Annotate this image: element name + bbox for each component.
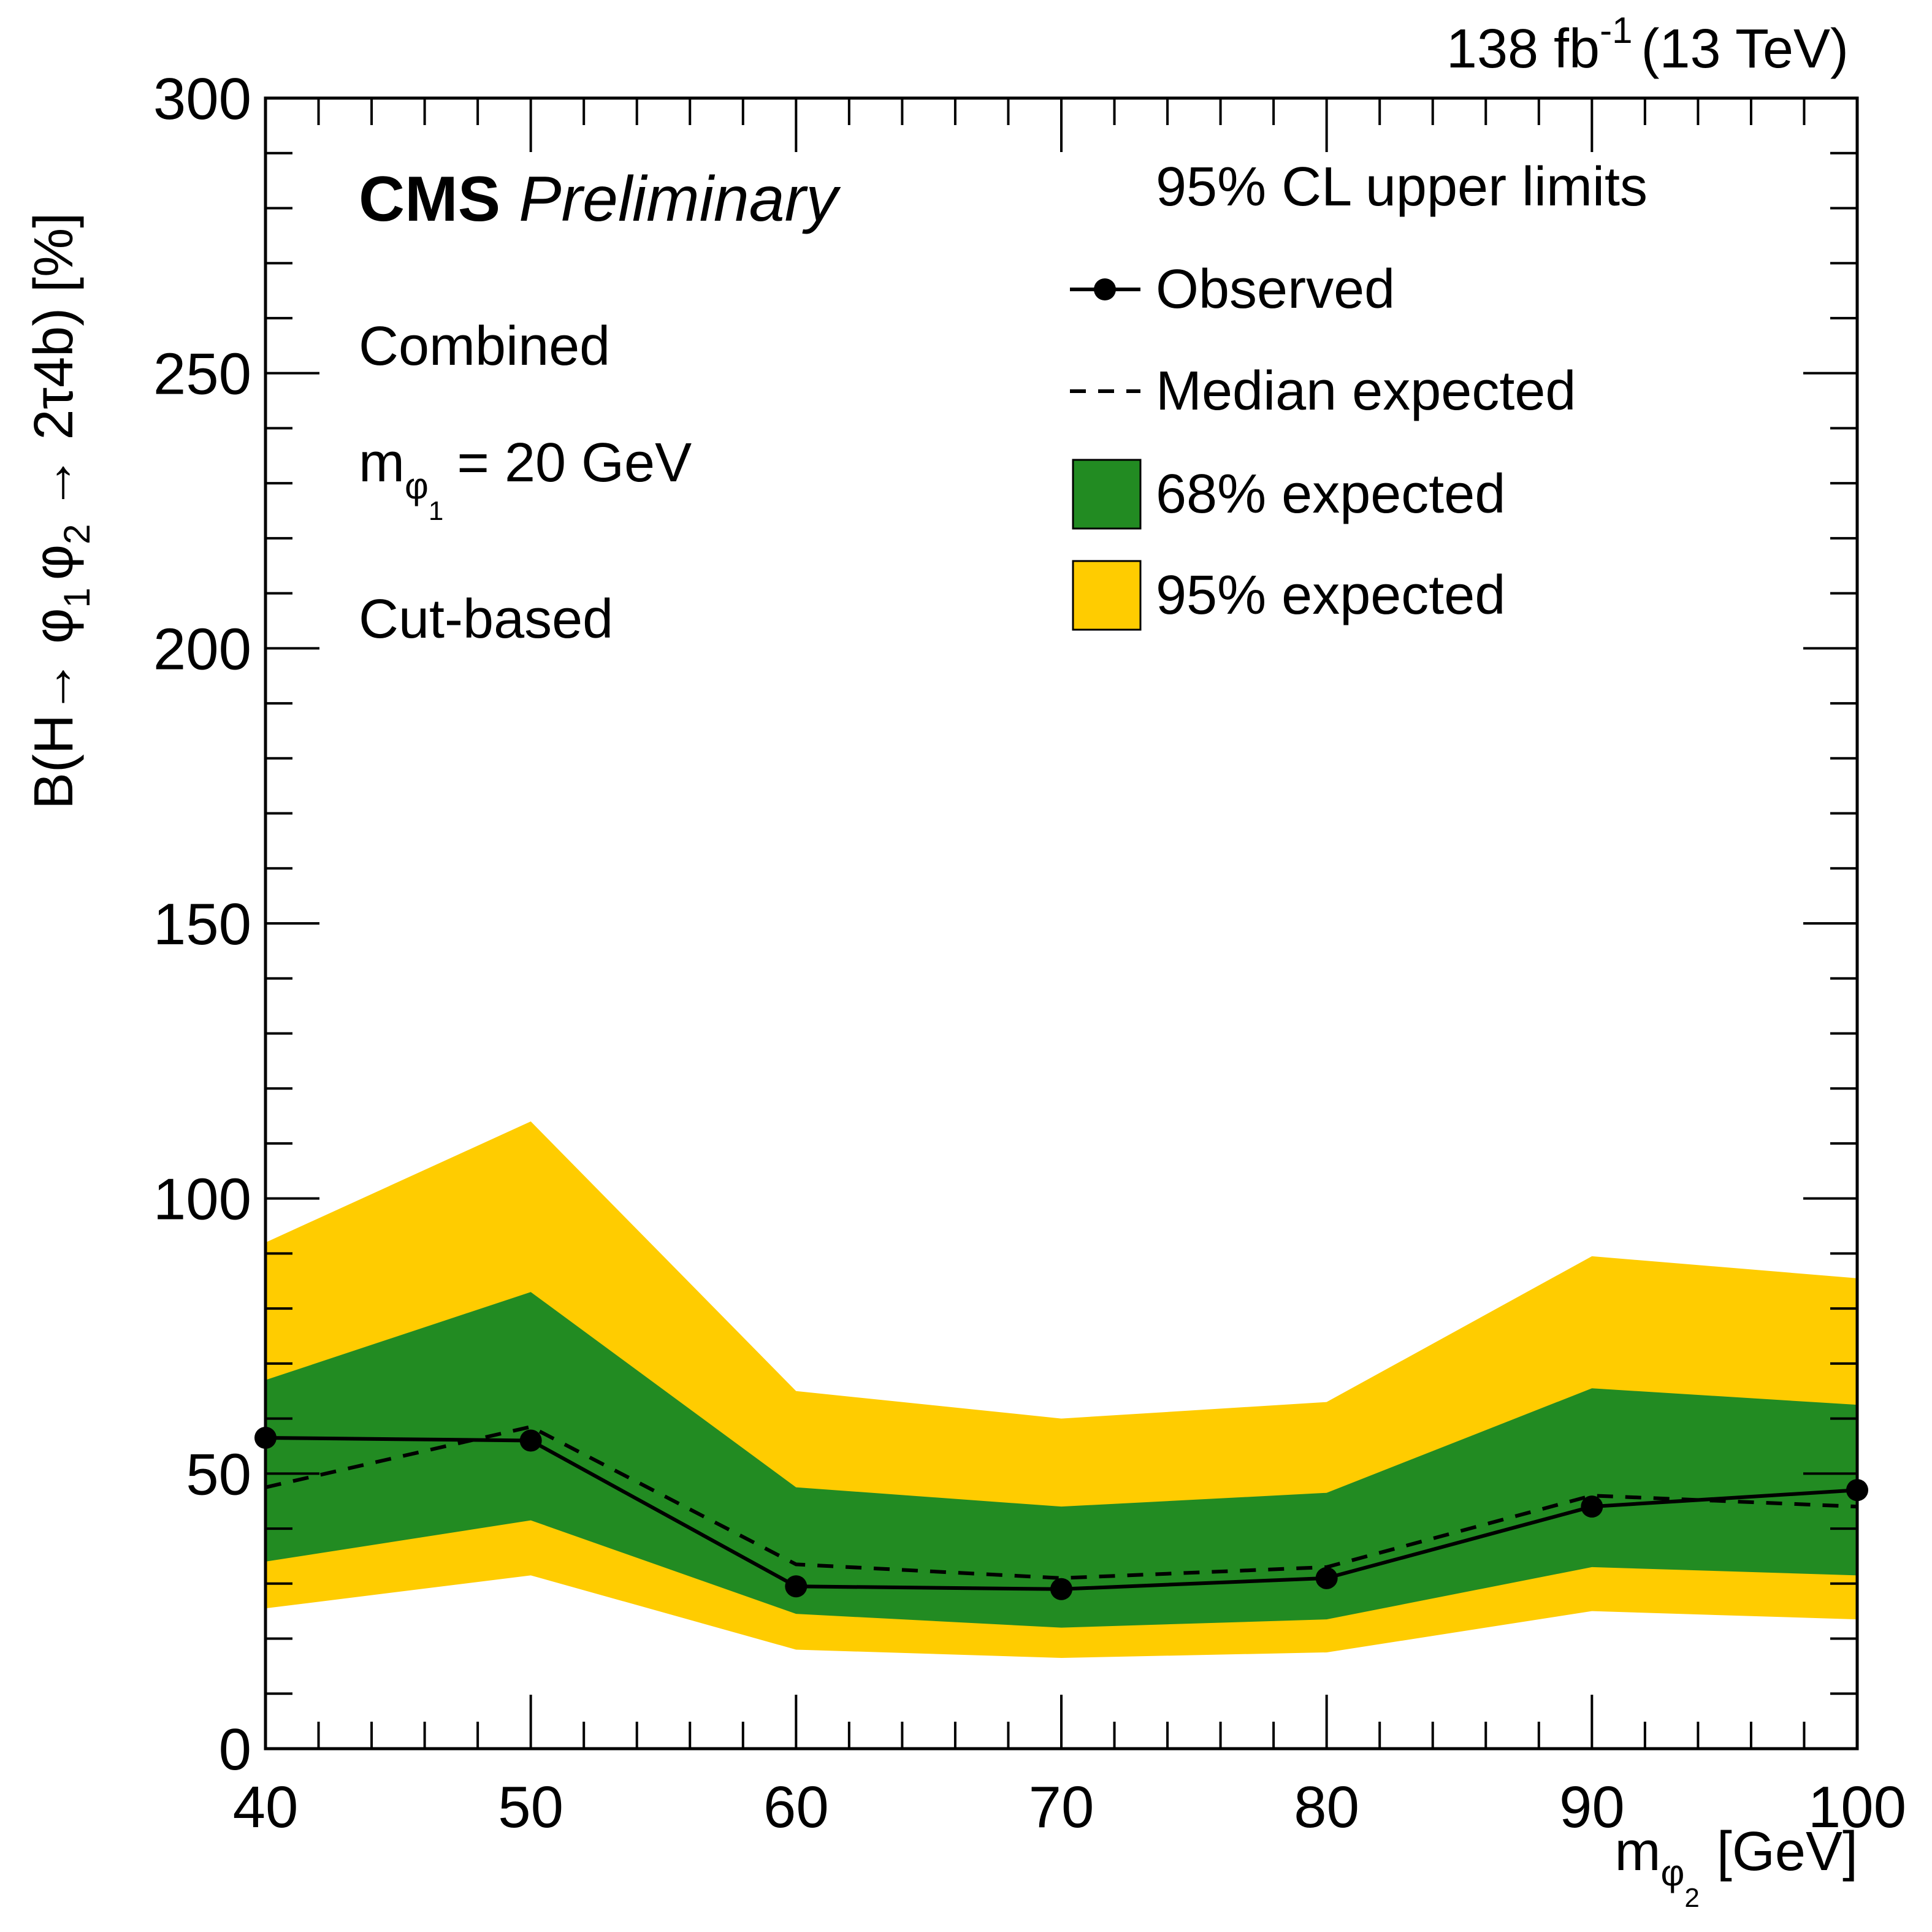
- observed-point: [1581, 1495, 1603, 1518]
- method-label: Cut-based: [359, 589, 613, 650]
- lumi-label: 138 fb-1 (13 TeV): [1446, 10, 1849, 80]
- legend-median: Median expected: [1070, 361, 1576, 422]
- observed-point: [1315, 1567, 1338, 1589]
- y-tick-label: 50: [186, 1441, 251, 1507]
- legend-68: 68% expected: [1072, 459, 1505, 530]
- cms-brand: CMS: [359, 164, 500, 235]
- y-tick-label: 250: [153, 342, 251, 407]
- legend-header: 95% CL upper limits: [1156, 156, 1648, 218]
- legend-95: 95% expected: [1072, 560, 1505, 631]
- legend: 95% CL upper limits Observed Median expe…: [1070, 156, 1648, 631]
- x-tick-label: 60: [763, 1774, 829, 1840]
- y-tick-label: 100: [153, 1167, 251, 1232]
- legend-observed-label: Observed: [1156, 259, 1395, 320]
- legend-95-label: 95% expected: [1156, 565, 1505, 626]
- plot-frame: [264, 96, 1859, 1751]
- observed-point: [1050, 1578, 1072, 1600]
- y-axis-title: B(H→ φ1φ2→ 2τ4b) [%]: [23, 213, 97, 809]
- y-tick-label: 150: [153, 892, 251, 957]
- cms-label: CMS Preliminary: [359, 164, 841, 235]
- observed-point: [519, 1429, 542, 1452]
- observed-layer: [254, 1427, 1868, 1600]
- analysis-label: Combined: [359, 316, 610, 377]
- x-tick-label: 40: [233, 1774, 299, 1840]
- x-tick-label: 100: [1808, 1774, 1906, 1840]
- legend-median-label: Median expected: [1156, 361, 1576, 422]
- x-tick-label: 80: [1294, 1774, 1359, 1840]
- cms-status: Preliminary: [519, 164, 841, 235]
- axis-ticks: 40 50 60 70 80 90 100 0 50 100 150 200 250 300: [153, 66, 1906, 1840]
- legend-observed: Observed: [1070, 259, 1395, 320]
- legend-68-label: 68% expected: [1156, 464, 1505, 525]
- legend-observed-marker: [1094, 278, 1116, 300]
- y-tick-label: 200: [153, 616, 251, 682]
- x-tick-label: 90: [1559, 1774, 1625, 1840]
- x-tick-label: 70: [1029, 1774, 1094, 1840]
- y-tick-label: 0: [219, 1717, 251, 1782]
- x-tick-label: 50: [498, 1774, 563, 1840]
- y-tick-label: 300: [153, 66, 251, 132]
- legend-68-swatch: [1072, 459, 1142, 530]
- legend-95-swatch: [1072, 560, 1142, 631]
- observed-point: [785, 1575, 808, 1598]
- x-axis-title: mφ2[GeV]: [1615, 1821, 1858, 1913]
- mass-label: mφ1= 20 GeV: [359, 432, 692, 526]
